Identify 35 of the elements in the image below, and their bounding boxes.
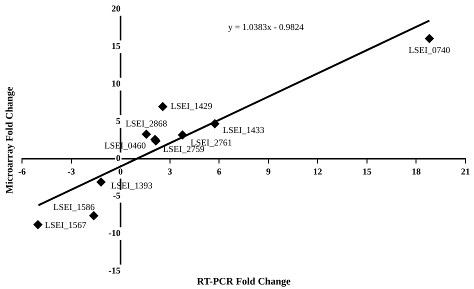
point [89,211,98,220]
y-tick-label: -5 [113,190,122,201]
x-tick-label: 21 [461,166,470,177]
annotation: LSEI_2868 [126,118,168,129]
x-tick-label: 6 [216,166,222,177]
y-tick-label: -15 [108,265,122,276]
y-tick-label: 20 [112,4,122,14]
annotation: LSEI_2761 [190,137,232,148]
y-axis-title: Microarray Fold Change [4,86,16,194]
point [158,102,168,112]
x-tick-label: -6 [18,166,26,177]
annotation: y = 1.0383x - 0.9824 [228,22,304,32]
y-tick-label: 10 [112,78,122,88]
x-tick-label: -3 [68,166,76,177]
point [33,220,42,230]
point [96,178,106,187]
x-tick-label: 15 [362,166,372,177]
annotation: LSEI_1567 [44,220,87,230]
point [424,34,434,44]
annotation: LSEI_0740 [408,44,451,55]
annotation: LSEI_1586 [53,202,96,212]
x-tick-label: 9 [266,166,272,177]
y-tick-label: -10 [108,228,122,238]
x-axis-title: RT-PCR Fold Change [196,276,292,288]
y-tick-label: 5 [116,116,122,126]
x-tick-label: 3 [168,166,173,177]
x-tick-label: 18 [412,166,422,177]
y-tick-label: 15 [112,41,122,52]
annotation: LSEI_1429 [170,100,213,111]
y-tick-label: 0 [116,153,122,164]
point [142,130,151,139]
x-tick-label: 12 [313,166,323,177]
annotation: LSEI_1433 [222,125,265,136]
point [178,130,187,140]
point [210,119,220,128]
